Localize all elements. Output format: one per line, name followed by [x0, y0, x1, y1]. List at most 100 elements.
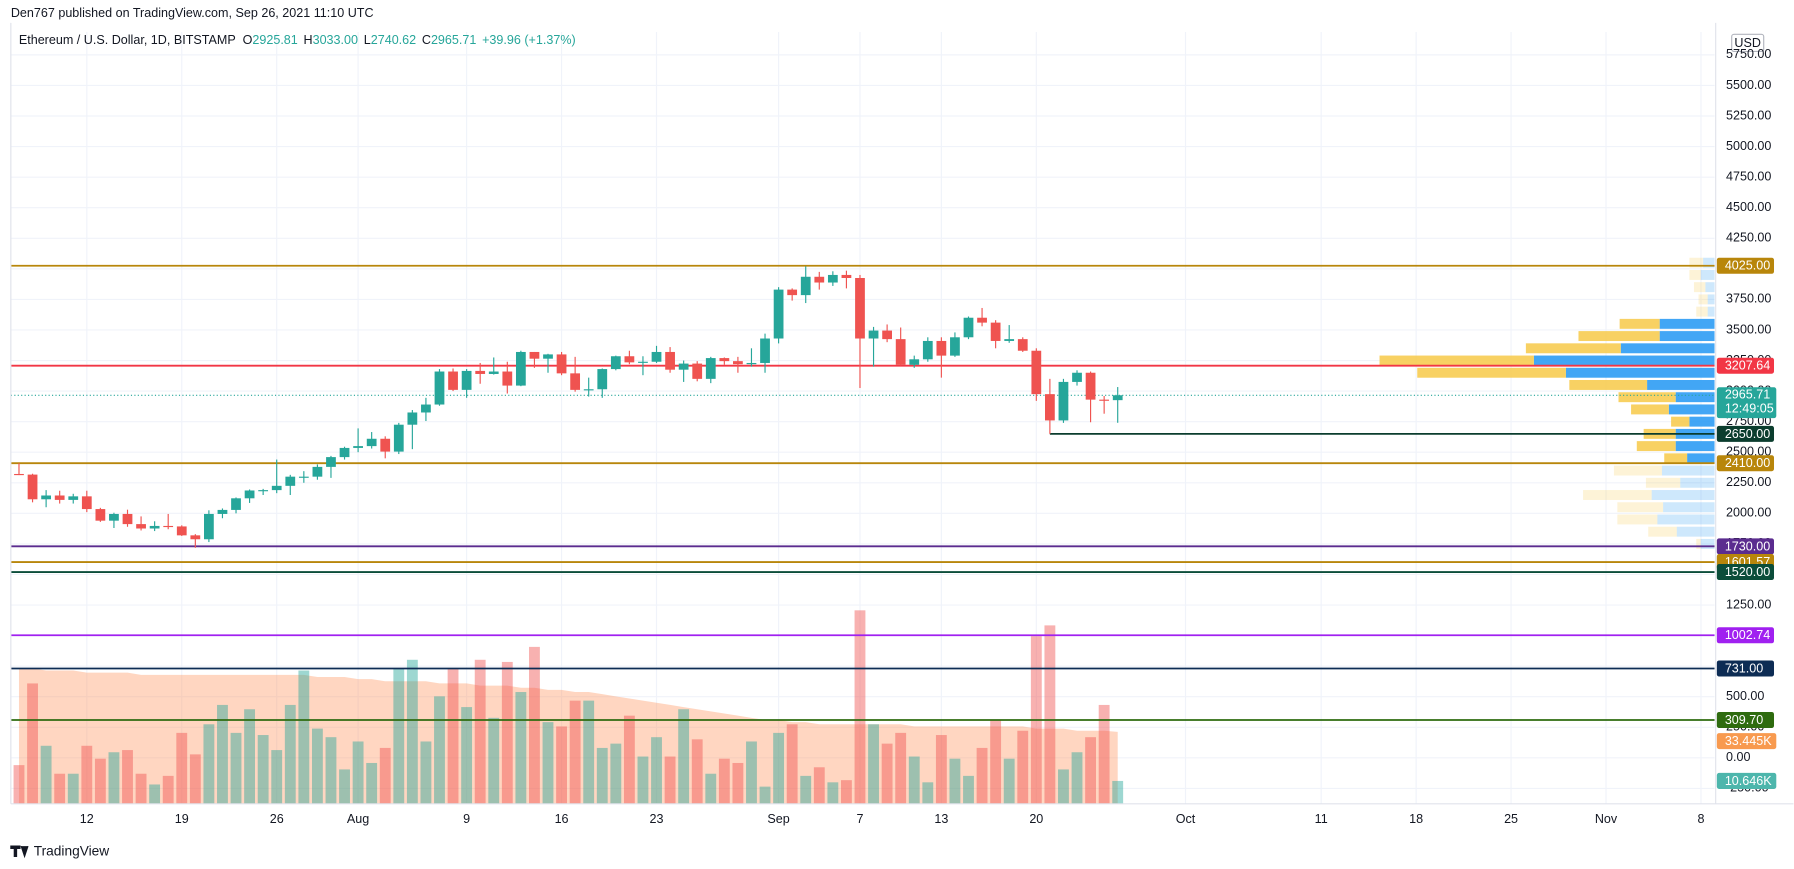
volume-bar — [162, 775, 174, 804]
candle-body — [787, 289, 798, 296]
candle-body — [176, 526, 187, 536]
volume-bar — [203, 724, 215, 804]
volume-bar — [691, 739, 703, 804]
candle-body — [583, 389, 594, 391]
volume-ma-tag-box — [1716, 733, 1777, 750]
volume-bar — [1112, 780, 1124, 804]
volume-bar — [81, 745, 93, 804]
candle-body — [1099, 399, 1110, 401]
x-tick-label: 12 — [80, 812, 94, 826]
volume-bar — [501, 661, 513, 804]
profile-down — [1578, 331, 1660, 342]
y-tick-label: 2500.00 — [1726, 445, 1771, 459]
profile-down — [1617, 514, 1658, 525]
candle-body — [149, 525, 160, 529]
y-tick-label: 0.00 — [1726, 750, 1750, 764]
candle-body — [190, 535, 201, 540]
legend-key: H — [304, 33, 313, 47]
volume-bar — [339, 769, 350, 804]
volume-bar — [94, 758, 106, 804]
candle-body — [773, 289, 784, 339]
profile-down — [1648, 526, 1677, 537]
publisher-line: Den767 published on TradingView.com, Sep… — [11, 6, 374, 20]
volume-bar — [746, 741, 757, 804]
profile-up — [1663, 502, 1715, 513]
profile-down — [1417, 367, 1566, 378]
volume-bar — [705, 773, 717, 804]
y-tick-label: 3750.00 — [1726, 292, 1771, 306]
volume-bar — [393, 668, 405, 804]
volume-bar — [976, 747, 988, 804]
candle-body — [244, 490, 255, 499]
legend-value: 2965.71 — [431, 33, 476, 47]
candle-body — [136, 524, 146, 529]
profile-down — [1693, 282, 1706, 293]
y-tick-label: 3500.00 — [1726, 322, 1771, 336]
profile-down — [1645, 477, 1681, 488]
profile-up — [1661, 465, 1715, 476]
volume-bar — [420, 741, 432, 804]
volume-bar — [623, 715, 635, 804]
profile-down — [1689, 257, 1704, 268]
candle-body — [922, 340, 933, 360]
candle-body — [434, 371, 445, 405]
currency-box — [1731, 33, 1765, 53]
volume-bar — [949, 758, 961, 804]
candle-body — [366, 438, 377, 447]
volume-bar — [379, 747, 391, 804]
candle-body — [407, 412, 418, 425]
volume-ma-tag: 33.445K — [1725, 734, 1772, 748]
legend: Ethereum / U.S. Dollar, 1D, BITSTAMP O292… — [19, 33, 576, 47]
candle-body — [81, 496, 92, 510]
profile-down — [1664, 453, 1688, 464]
candle-body — [271, 485, 282, 491]
volume-bar — [230, 732, 242, 804]
volume-bar — [13, 765, 25, 804]
legend-key: O — [243, 33, 253, 47]
candle-body — [515, 351, 526, 386]
candle-body — [1072, 372, 1082, 382]
volume-bar — [542, 722, 554, 804]
candle-body — [488, 371, 499, 374]
candle-body — [760, 338, 770, 363]
legend-value: 3033.00 — [313, 33, 358, 47]
volume-bar — [1085, 737, 1097, 804]
level-label-box — [1716, 357, 1775, 374]
volume-bar — [515, 692, 527, 804]
candle-body — [733, 361, 743, 365]
volume-bar — [881, 743, 893, 804]
volume-bar — [284, 704, 296, 804]
level-label: 1730.00 — [1725, 539, 1770, 553]
candle-body — [855, 277, 865, 339]
candle-body — [1045, 394, 1055, 421]
level-label-box — [1716, 425, 1775, 442]
candle-body — [543, 354, 553, 359]
level-label: 2410.00 — [1725, 456, 1770, 470]
volume-bar — [108, 752, 120, 804]
x-tick-label: Oct — [1176, 812, 1196, 826]
volume-bar — [556, 726, 567, 804]
legend-value: 2925.81 — [252, 33, 297, 47]
x-tick-label: 20 — [1029, 812, 1043, 826]
volume-bar — [474, 659, 486, 804]
candle-body — [1031, 350, 1042, 395]
profile-down — [1583, 490, 1652, 500]
x-tick-label: 19 — [175, 812, 189, 826]
x-tick-label: 9 — [463, 812, 470, 826]
countdown: 12:49:05 — [1725, 401, 1774, 415]
legend-change: +39.96 (+1.37%) — [482, 33, 576, 47]
volume-bar — [1017, 730, 1029, 804]
candle-body — [665, 351, 675, 370]
candle-body — [122, 513, 133, 525]
profile-down — [1379, 355, 1534, 366]
volume-bar — [217, 704, 228, 804]
candle-body — [1085, 372, 1096, 400]
profile-up — [1707, 306, 1715, 317]
level-label-box — [1716, 538, 1775, 555]
volume-bar — [189, 754, 201, 804]
profile-up — [1689, 416, 1715, 427]
candle-body — [68, 496, 79, 500]
y-tick-label: 1250.00 — [1726, 597, 1771, 611]
y-tick-label: 4250.00 — [1726, 231, 1771, 245]
profile-up — [1659, 331, 1715, 342]
